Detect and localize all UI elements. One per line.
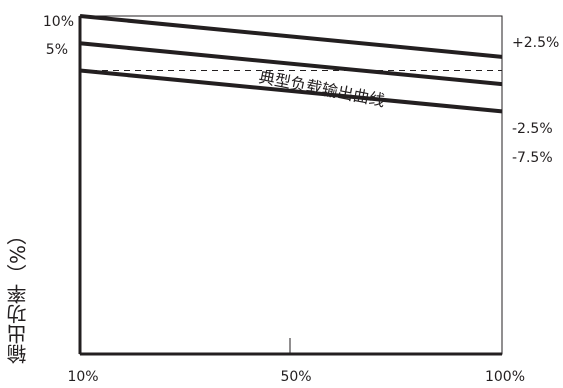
series-layer [79, 14, 503, 114]
series-end-label-minus-2-5: -2.5% [512, 121, 553, 137]
series-line-3 [79, 68, 503, 114]
x-tick-label-50: 50% [280, 369, 311, 385]
label-layer: 10% 5% 10% 50% 100% +2.5% -2.5% -7.5% 典型… [43, 14, 559, 385]
x-tick-label-10: 10% [67, 369, 98, 385]
series-end-label-minus-7-5: -7.5% [512, 150, 553, 166]
y-axis-title: 输出功率（%） [6, 224, 30, 364]
series-line-1 [79, 14, 503, 59]
plot-frame [79, 15, 503, 355]
y-tick-label-10: 10% [43, 14, 74, 30]
series-line-2 [79, 41, 503, 87]
x-tick-label-100: 100% [485, 369, 525, 385]
curve-annotation: 典型负载输出曲线 [257, 67, 386, 110]
series-end-label-plus-2-5: +2.5% [512, 35, 559, 51]
y-tick-label-5: 5% [46, 42, 68, 58]
